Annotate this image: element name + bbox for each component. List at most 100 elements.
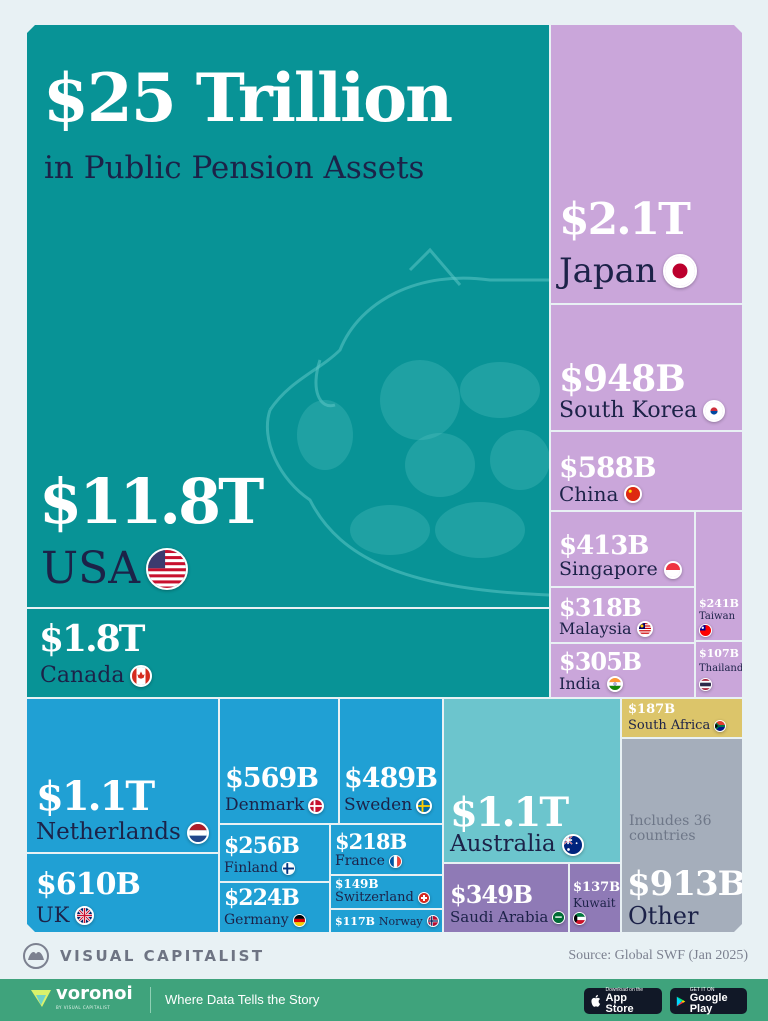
switzerland-label: Switzerland	[335, 891, 430, 904]
finland-flag-icon	[282, 861, 296, 875]
south-africa-country: South Africa	[628, 718, 711, 733]
sweden-flag-icon	[416, 797, 433, 814]
japan-country: Japan	[559, 251, 657, 291]
visual-capitalist-brand: VISUAL CAPITALIST	[22, 942, 265, 970]
thailand-country: Thailand	[699, 663, 742, 674]
denmark-flag-icon	[308, 797, 325, 814]
apple-icon	[591, 994, 601, 1007]
visual-capitalist-wordmark: VISUAL CAPITALIST	[60, 947, 265, 965]
piggy-bank-illustration	[265, 247, 549, 597]
tile-singapore: $413B Singapore	[551, 512, 694, 586]
china-country: China	[559, 482, 619, 506]
tile-france: $218B France	[331, 825, 442, 874]
malaysia-value: $318B	[559, 593, 642, 622]
tile-india: $305B India	[551, 644, 694, 697]
malaysia-flag-icon	[637, 621, 654, 637]
tagline: Where Data Tells the Story	[165, 992, 320, 1007]
tile-germany: $224B Germany	[220, 883, 329, 932]
voronoi-logo[interactable]: voronoi BY VISUAL CAPITALIST	[30, 985, 133, 1010]
singapore-flag-icon	[663, 560, 682, 579]
taiwan-value: $241B	[699, 597, 739, 610]
tile-malaysia: $318B Malaysia	[551, 588, 694, 642]
denmark-label: Denmark	[225, 795, 325, 815]
other-note: Includes 36 countries	[629, 813, 712, 845]
visual-capitalist-logo-icon	[23, 943, 49, 969]
china-flag-icon	[624, 485, 643, 503]
germany-value: $224B	[224, 885, 300, 911]
sweden-country: Sweden	[344, 795, 413, 815]
australia-country: Australia	[450, 831, 556, 857]
denmark-value: $569B	[225, 763, 319, 794]
thailand-flag-icon	[699, 678, 712, 691]
canada-country: Canada	[40, 663, 125, 688]
germany-flag-icon	[292, 913, 306, 927]
france-label: France	[335, 854, 402, 868]
footer-divider	[150, 987, 151, 1013]
south-africa-label: South Africa	[628, 718, 727, 733]
india-country: India	[559, 674, 601, 693]
sweden-value: $489B	[344, 763, 438, 794]
switzerland-value: $149B	[335, 877, 379, 891]
saudi-arabia-flag-icon	[552, 911, 566, 924]
japan-value: $2.1T	[559, 194, 689, 245]
uk-label: UK	[36, 905, 94, 926]
thailand-value: $107B	[699, 647, 739, 660]
page-subtitle: in Public Pension Assets	[44, 150, 425, 186]
usa-label: USA	[41, 547, 188, 591]
tile-other: Includes 36 countries $913B Other	[622, 739, 742, 932]
google-play-big-text: Google Play	[689, 991, 728, 1015]
malaysia-country: Malaysia	[559, 619, 632, 638]
google-play-button[interactable]: GET IT ON Google Play	[670, 986, 747, 1015]
voronoi-subtext: BY VISUAL CAPITALIST	[56, 1005, 111, 1010]
google-play-small-text: GET IT ON	[689, 986, 715, 993]
norway-country: Norway	[378, 914, 423, 928]
south-korea-flag-icon	[703, 400, 726, 422]
tile-kuwait: $137B Kuwait	[570, 864, 620, 932]
finland-value: $256B	[224, 833, 300, 859]
kuwait-country: Kuwait	[573, 896, 616, 910]
finland-country: Finland	[224, 860, 279, 876]
other-label: Other	[628, 902, 699, 930]
tile-australia: $1.1T Australia	[444, 699, 620, 862]
tile-china: $588B China	[551, 432, 742, 510]
tile-finland: $256B Finland	[220, 825, 329, 881]
india-value: $305B	[559, 647, 642, 676]
app-store-big-text: App Store	[605, 991, 634, 1015]
tile-sweden: $489B Sweden	[340, 699, 442, 823]
malaysia-label: Malaysia	[559, 619, 654, 638]
kuwait-flag-icon	[573, 912, 586, 925]
tile-canada: $1.8T Canada	[27, 609, 549, 697]
uk-value: $610B	[36, 867, 140, 902]
canada-flag-icon	[130, 665, 153, 687]
tile-thailand: $107B Thailand	[696, 642, 742, 697]
south-africa-value: $187B	[628, 702, 676, 717]
canada-value: $1.8T	[39, 618, 145, 660]
france-country: France	[335, 853, 385, 869]
tile-taiwan: $241B Taiwan	[696, 512, 742, 640]
tile-usa: $25 Trillion in Public Pension Assets $1…	[27, 25, 549, 607]
netherlands-country: Netherlands	[36, 819, 181, 845]
india-label: India	[559, 676, 623, 692]
japan-flag-icon	[663, 254, 697, 288]
denmark-country: Denmark	[225, 795, 305, 815]
voronoi-logo-icon	[31, 989, 51, 1007]
germany-country: Germany	[224, 912, 289, 928]
source-text: Source: Global SWF (Jan 2025)	[568, 948, 748, 963]
kuwait-value: $137B	[573, 880, 620, 895]
south-korea-label: South Korea	[559, 400, 726, 422]
switzerland-country: Switzerland	[335, 890, 414, 905]
app-store-button[interactable]: Download on the App Store	[584, 986, 662, 1015]
australia-label: Australia	[450, 833, 584, 856]
app-store-small-text: Download on the	[605, 986, 644, 993]
tile-switzerland: $149B Switzerland	[331, 876, 442, 908]
tile-south-korea: $948B South Korea	[551, 305, 742, 430]
uk-country: UK	[36, 903, 70, 927]
china-value: $588B	[559, 451, 657, 484]
tile-denmark: $569B Denmark	[220, 699, 338, 823]
tile-netherlands: $1.1T Netherlands	[27, 699, 218, 852]
switzerland-flag-icon	[417, 891, 430, 904]
tile-saudi-arabia: $349B Saudi Arabia	[444, 864, 568, 932]
tile-japan: $2.1T Japan	[551, 25, 742, 303]
china-label: China	[559, 482, 643, 506]
finland-label: Finland	[224, 860, 296, 876]
